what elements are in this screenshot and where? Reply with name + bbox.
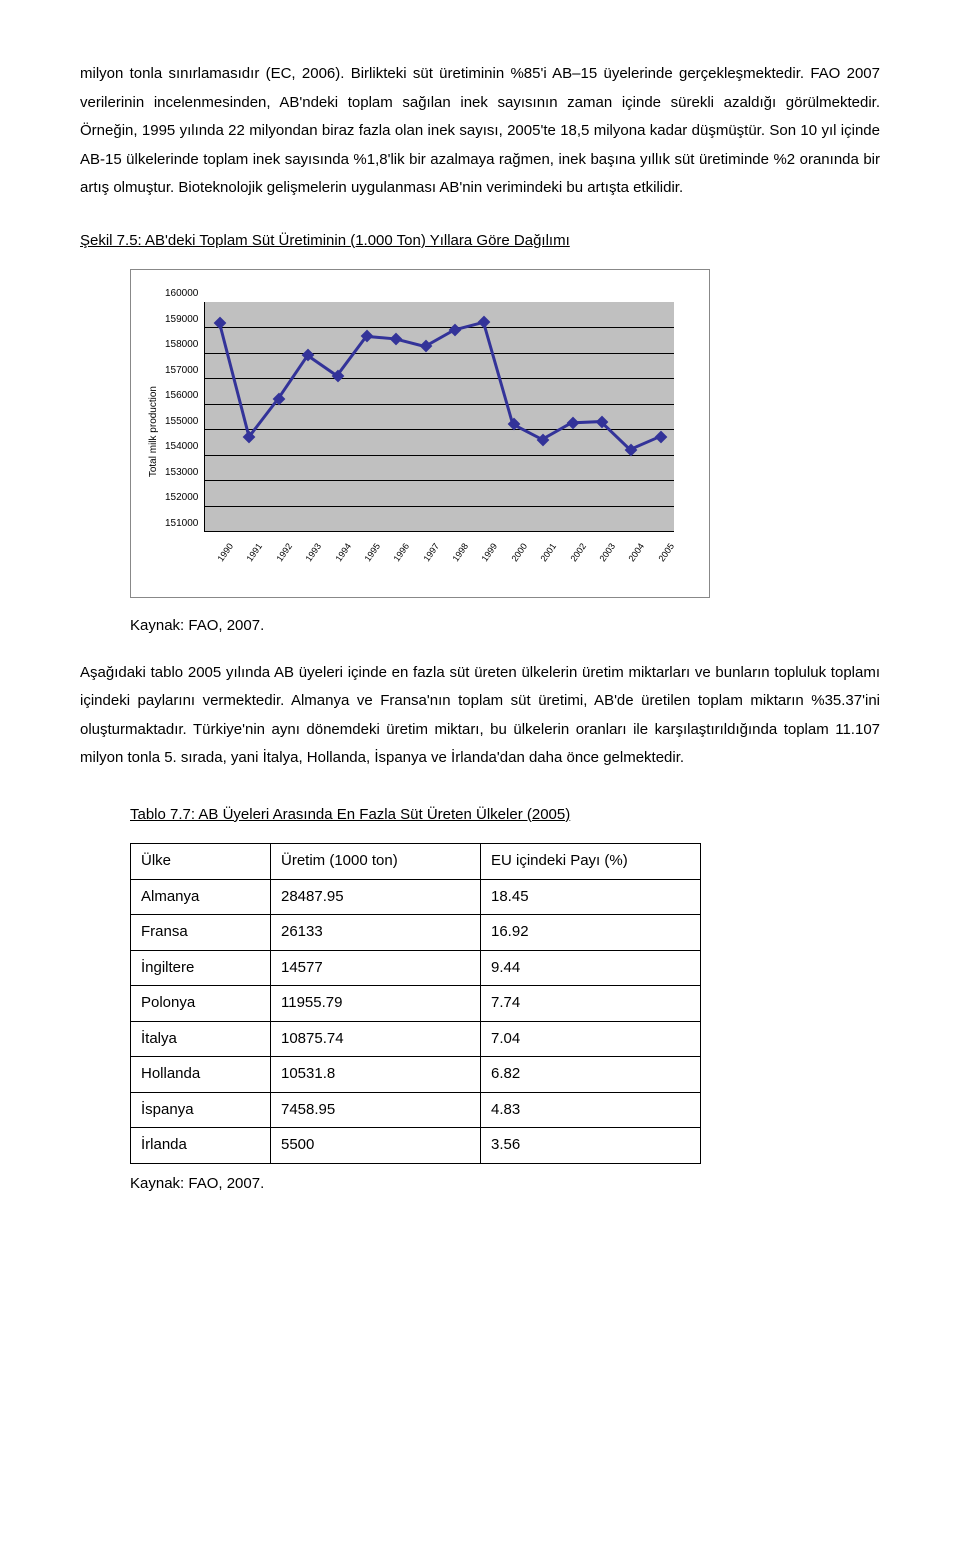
table-cell: 6.82 bbox=[481, 1057, 701, 1093]
y-tick-label: 153000 bbox=[165, 468, 202, 494]
chart-line bbox=[205, 302, 674, 531]
table-cell: Fransa bbox=[131, 915, 271, 951]
table-cell: İrlanda bbox=[131, 1128, 271, 1164]
paragraph-2: Aşağıdaki tablo 2005 yılında AB üyeleri … bbox=[80, 659, 880, 773]
y-axis-label: Total milk production bbox=[144, 386, 163, 477]
table-cell: 7458.95 bbox=[271, 1092, 481, 1128]
table-header: Üretim (1000 ton) bbox=[271, 844, 481, 880]
chart-title: Şekil 7.5: AB'deki Toplam Süt Üretiminin… bbox=[80, 227, 880, 256]
table-row: İrlanda55003.56 bbox=[131, 1128, 701, 1164]
y-tick-label: 157000 bbox=[165, 366, 202, 392]
table-header: EU içindeki Payı (%) bbox=[481, 844, 701, 880]
y-tick-label: 158000 bbox=[165, 340, 202, 366]
table-body: Almanya28487.9518.45Fransa2613316.92İngi… bbox=[131, 879, 701, 1163]
table-cell: 3.56 bbox=[481, 1128, 701, 1164]
table-row: İspanya7458.954.83 bbox=[131, 1092, 701, 1128]
table-cell: 4.83 bbox=[481, 1092, 701, 1128]
x-ticks: 1990199119921993199419951996199719981999… bbox=[204, 546, 674, 584]
table-cell: İtalya bbox=[131, 1021, 271, 1057]
table-cell: İspanya bbox=[131, 1092, 271, 1128]
table-cell: 18.45 bbox=[481, 879, 701, 915]
table-cell: 14577 bbox=[271, 950, 481, 986]
y-tick-label: 160000 bbox=[165, 289, 202, 315]
table-header-row: Ülke Üretim (1000 ton) EU içindeki Payı … bbox=[131, 844, 701, 880]
table-cell: 10875.74 bbox=[271, 1021, 481, 1057]
table-row: İtalya10875.747.04 bbox=[131, 1021, 701, 1057]
table-source: Kaynak: FAO, 2007. bbox=[130, 1170, 880, 1199]
table-row: Polonya11955.797.74 bbox=[131, 986, 701, 1022]
y-tick-label: 156000 bbox=[165, 391, 202, 417]
table-cell: Polonya bbox=[131, 986, 271, 1022]
table-cell: 28487.95 bbox=[271, 879, 481, 915]
table-cell: 5500 bbox=[271, 1128, 481, 1164]
y-tick-label: 159000 bbox=[165, 315, 202, 341]
data-table: Ülke Üretim (1000 ton) EU içindeki Payı … bbox=[130, 843, 701, 1164]
table-cell: 9.44 bbox=[481, 950, 701, 986]
table-row: İngiltere145779.44 bbox=[131, 950, 701, 986]
table-cell: 7.74 bbox=[481, 986, 701, 1022]
table-row: Hollanda10531.86.82 bbox=[131, 1057, 701, 1093]
y-tick-label: 151000 bbox=[165, 519, 202, 545]
y-tick-label: 152000 bbox=[165, 493, 202, 519]
table-cell: 10531.8 bbox=[271, 1057, 481, 1093]
table-header: Ülke bbox=[131, 844, 271, 880]
table-cell: 16.92 bbox=[481, 915, 701, 951]
chart-box: Total milk production 160000159000158000… bbox=[130, 269, 710, 598]
table-title: Tablo 7.7: AB Üyeleri Arasında En Fazla … bbox=[130, 801, 880, 830]
plot-area bbox=[204, 302, 674, 532]
table-cell: Almanya bbox=[131, 879, 271, 915]
y-ticks: 1600001590001580001570001560001550001540… bbox=[165, 289, 202, 544]
table-cell: 26133 bbox=[271, 915, 481, 951]
table-cell: Hollanda bbox=[131, 1057, 271, 1093]
y-tick-label: 154000 bbox=[165, 442, 202, 468]
chart-source: Kaynak: FAO, 2007. bbox=[130, 612, 880, 641]
paragraph-1: milyon tonla sınırlamasıdır (EC, 2006). … bbox=[80, 60, 880, 203]
table-row: Almanya28487.9518.45 bbox=[131, 879, 701, 915]
plot-table: Total milk production 160000159000158000… bbox=[143, 288, 675, 585]
y-tick-label: 155000 bbox=[165, 417, 202, 443]
table-cell: 11955.79 bbox=[271, 986, 481, 1022]
table-cell: 7.04 bbox=[481, 1021, 701, 1057]
table-cell: İngiltere bbox=[131, 950, 271, 986]
table-row: Fransa2613316.92 bbox=[131, 915, 701, 951]
chart-container: Total milk production 160000159000158000… bbox=[130, 269, 880, 598]
